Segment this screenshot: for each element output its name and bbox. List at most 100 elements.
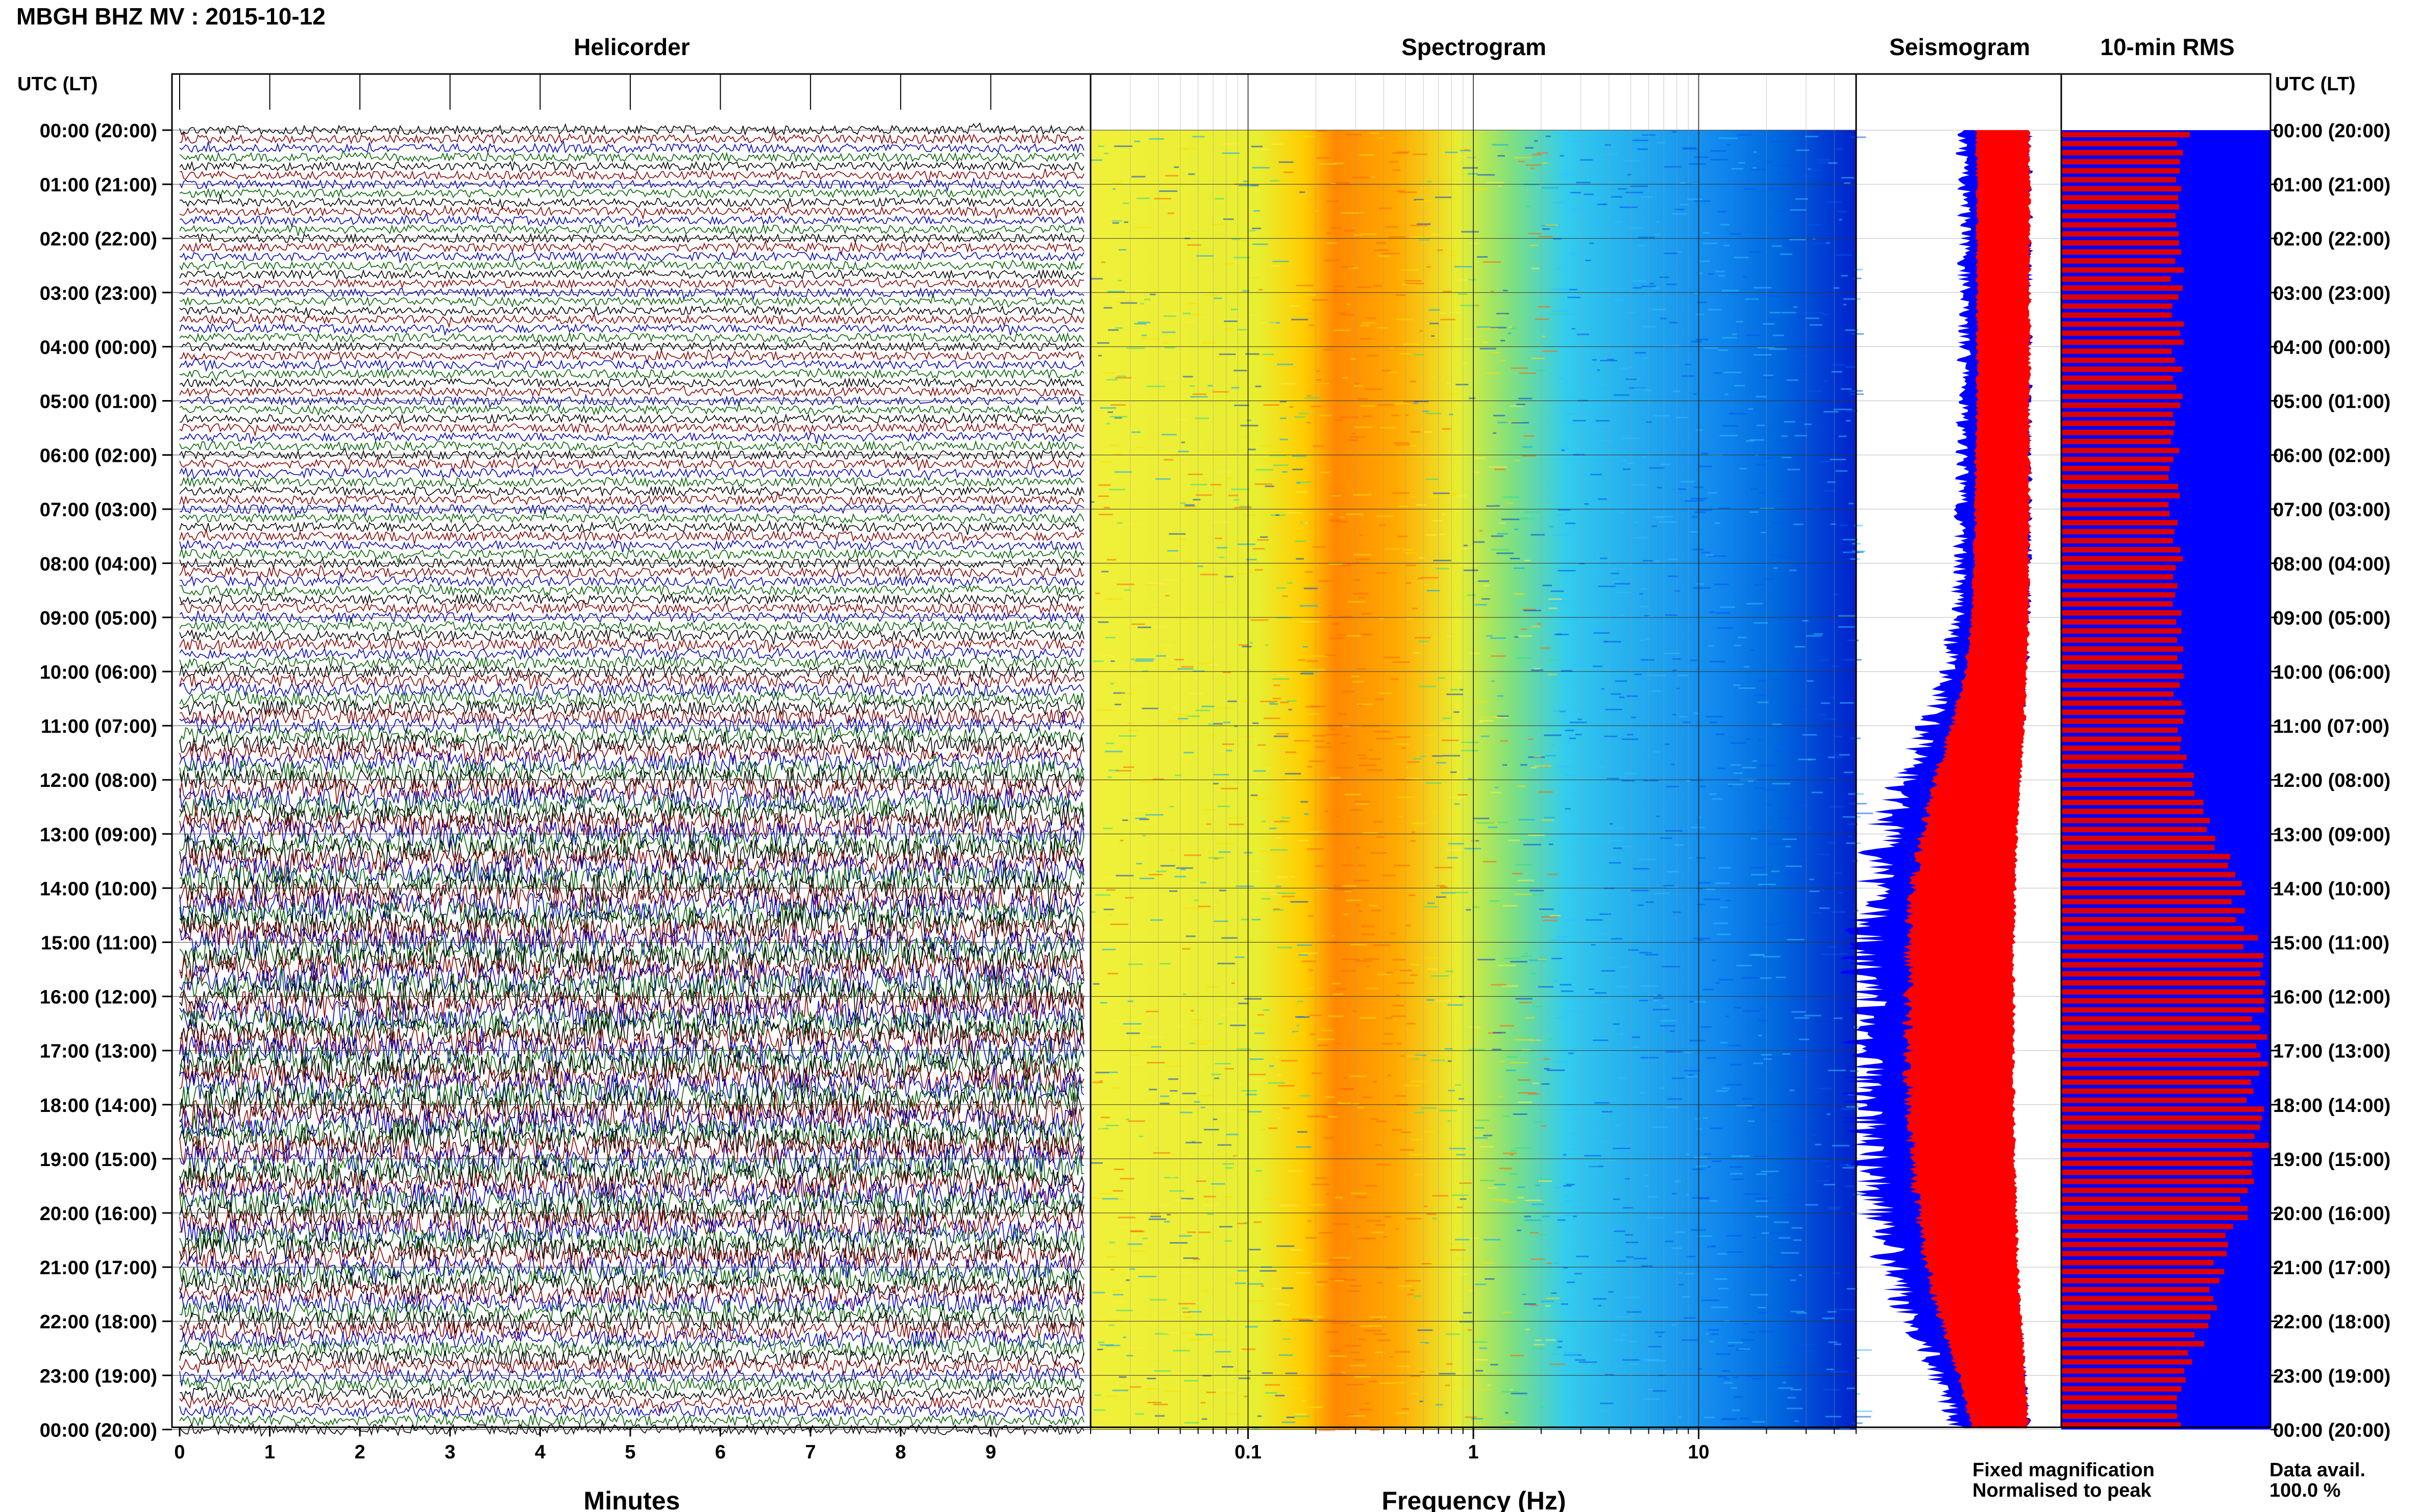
spectrogram-speckle	[1148, 1036, 1165, 1038]
spectrogram-speckle	[1510, 558, 1520, 559]
spectrogram-speckle	[1098, 145, 1104, 147]
helicorder-trace	[179, 204, 1084, 220]
spectrogram-speckle	[1551, 288, 1570, 290]
spectrogram-speckle	[1276, 587, 1286, 589]
spectrogram-speckle	[1154, 1147, 1159, 1149]
spectrogram-speckle	[1346, 513, 1364, 515]
spectrogram-speckle	[1631, 484, 1647, 486]
spectrogram-speckle	[1575, 1359, 1586, 1361]
spectrogram-speckle	[1130, 250, 1135, 252]
spectrogram-speckle	[1359, 154, 1374, 156]
spectrogram-speckle	[1310, 1033, 1316, 1035]
spectrogram-speckle	[1492, 352, 1500, 354]
spectrogram-speckle	[1407, 1294, 1414, 1296]
spectrogram-speckle	[1852, 550, 1865, 552]
spectrogram-speckle	[1522, 609, 1536, 610]
spectrogram-speckle	[1785, 205, 1795, 207]
helicorder-trace	[179, 249, 1084, 264]
spectrogram-speckle	[1844, 1309, 1856, 1310]
spectrogram-speckle	[1583, 380, 1599, 382]
spectrogram-speckle	[1413, 652, 1420, 654]
helicorder-trace	[179, 896, 1084, 932]
rms-bar	[2061, 312, 2172, 318]
spectrogram-speckle	[1758, 1331, 1774, 1332]
rms-bar	[2061, 1116, 2262, 1121]
spectrogram-speckle	[1449, 1148, 1466, 1150]
spectrogram-speckle	[1754, 584, 1764, 586]
spectrogram-speckle	[1655, 560, 1660, 562]
spectrogram-speckle	[1569, 289, 1577, 290]
spectrogram-speckle	[1461, 741, 1479, 743]
spectrogram-speckle	[1708, 645, 1714, 647]
spectrogram-speckle	[1739, 1348, 1750, 1350]
spectrogram-speckle	[1809, 878, 1814, 880]
spectrogram-speckle	[1422, 410, 1429, 412]
spectrogram-speckle	[1713, 372, 1721, 374]
spectrogram-speckle	[1153, 1403, 1168, 1405]
helicorder-trace	[179, 1007, 1084, 1048]
spectrogram-speckle	[1782, 242, 1791, 244]
spectrogram-speckle	[1749, 251, 1758, 253]
spectrogram-speckle	[1584, 1002, 1594, 1004]
spectrogram-speckle	[1778, 1267, 1794, 1269]
spectrogram-speckle	[1608, 1242, 1613, 1244]
spectrogram-speckle	[1305, 294, 1317, 296]
spectrogram-speckle	[1108, 914, 1113, 916]
spectrogram-speckle	[1497, 695, 1503, 697]
spectrogram-speckle	[1490, 1364, 1498, 1366]
spectrogram-speckle	[1419, 330, 1423, 332]
spectrogram-speckle	[1278, 1354, 1293, 1356]
spectrogram-speckle	[1441, 892, 1455, 894]
spectrogram-speckle	[1664, 653, 1680, 655]
spectrogram-speckle	[1607, 827, 1624, 829]
spectrogram-speckle	[1531, 626, 1541, 628]
spectrogram-speckle	[1539, 908, 1554, 910]
spectrogram-speckle	[1107, 776, 1112, 778]
spectrogram-speckle	[1825, 1166, 1831, 1168]
spectrogram-speckle	[1538, 306, 1551, 308]
spectrogram-speckle	[1383, 1236, 1387, 1238]
spectrogram-speckle	[1134, 227, 1153, 229]
spectrogram-speckle	[1565, 774, 1578, 776]
spectrogram-speckle	[1799, 1200, 1804, 1202]
spectrogram-speckle	[1605, 1374, 1614, 1376]
spectrogram-speckle	[1279, 401, 1287, 403]
spectrogram-speckle	[1573, 1216, 1577, 1218]
spectrogram-speckle	[1852, 860, 1858, 862]
spectrogram-speckle	[1354, 579, 1360, 581]
spectrogram-speckle	[1410, 236, 1428, 238]
minute-tick-label: 4	[535, 1442, 546, 1463]
spectrogram-speckle	[1570, 1133, 1575, 1135]
spectrogram-speckle	[1455, 1238, 1470, 1241]
spectrogram-speckle	[1306, 844, 1311, 846]
spectrogram-speckle	[1214, 297, 1222, 299]
spectrogram-speckle	[1164, 1221, 1170, 1223]
spectrogram-speckle	[1187, 1302, 1200, 1303]
spectrogram-speckle	[1220, 724, 1226, 726]
spectrogram-speckle	[1120, 839, 1124, 841]
spectrogram-speckle	[1497, 964, 1516, 966]
spectrogram-speckle	[1720, 906, 1728, 908]
spectrogram-speckle	[1305, 1316, 1323, 1318]
spectrogram-speckle	[1434, 638, 1444, 640]
spectrogram-speckle	[1753, 287, 1772, 289]
spectrogram-speckle	[1363, 832, 1377, 834]
spectrogram-speckle	[1436, 885, 1445, 887]
spectrogram-speckle	[1711, 1160, 1722, 1162]
spectrogram-speckle	[1127, 1120, 1145, 1122]
spectrogram-speckle	[1400, 269, 1419, 271]
spectrogram-speckle	[1365, 1330, 1382, 1332]
spectrogram-speckle	[1467, 594, 1476, 596]
spectrogram-speckle	[1249, 642, 1253, 644]
spectrogram-speckle	[1778, 810, 1786, 812]
spectrogram-speckle	[1359, 704, 1363, 706]
spectrogram-speckle	[1143, 1237, 1148, 1240]
spectrogram-speckle	[1330, 493, 1340, 495]
rms-bar	[2061, 475, 2169, 481]
spectrogram-speckle	[1215, 356, 1222, 357]
spectrogram-speckle	[1565, 729, 1574, 731]
spectrogram-speckle	[1306, 848, 1324, 850]
spectrogram-speckle	[1224, 576, 1233, 578]
spectrogram-speckle	[1426, 266, 1431, 268]
spectrogram-speckle	[1270, 265, 1280, 267]
